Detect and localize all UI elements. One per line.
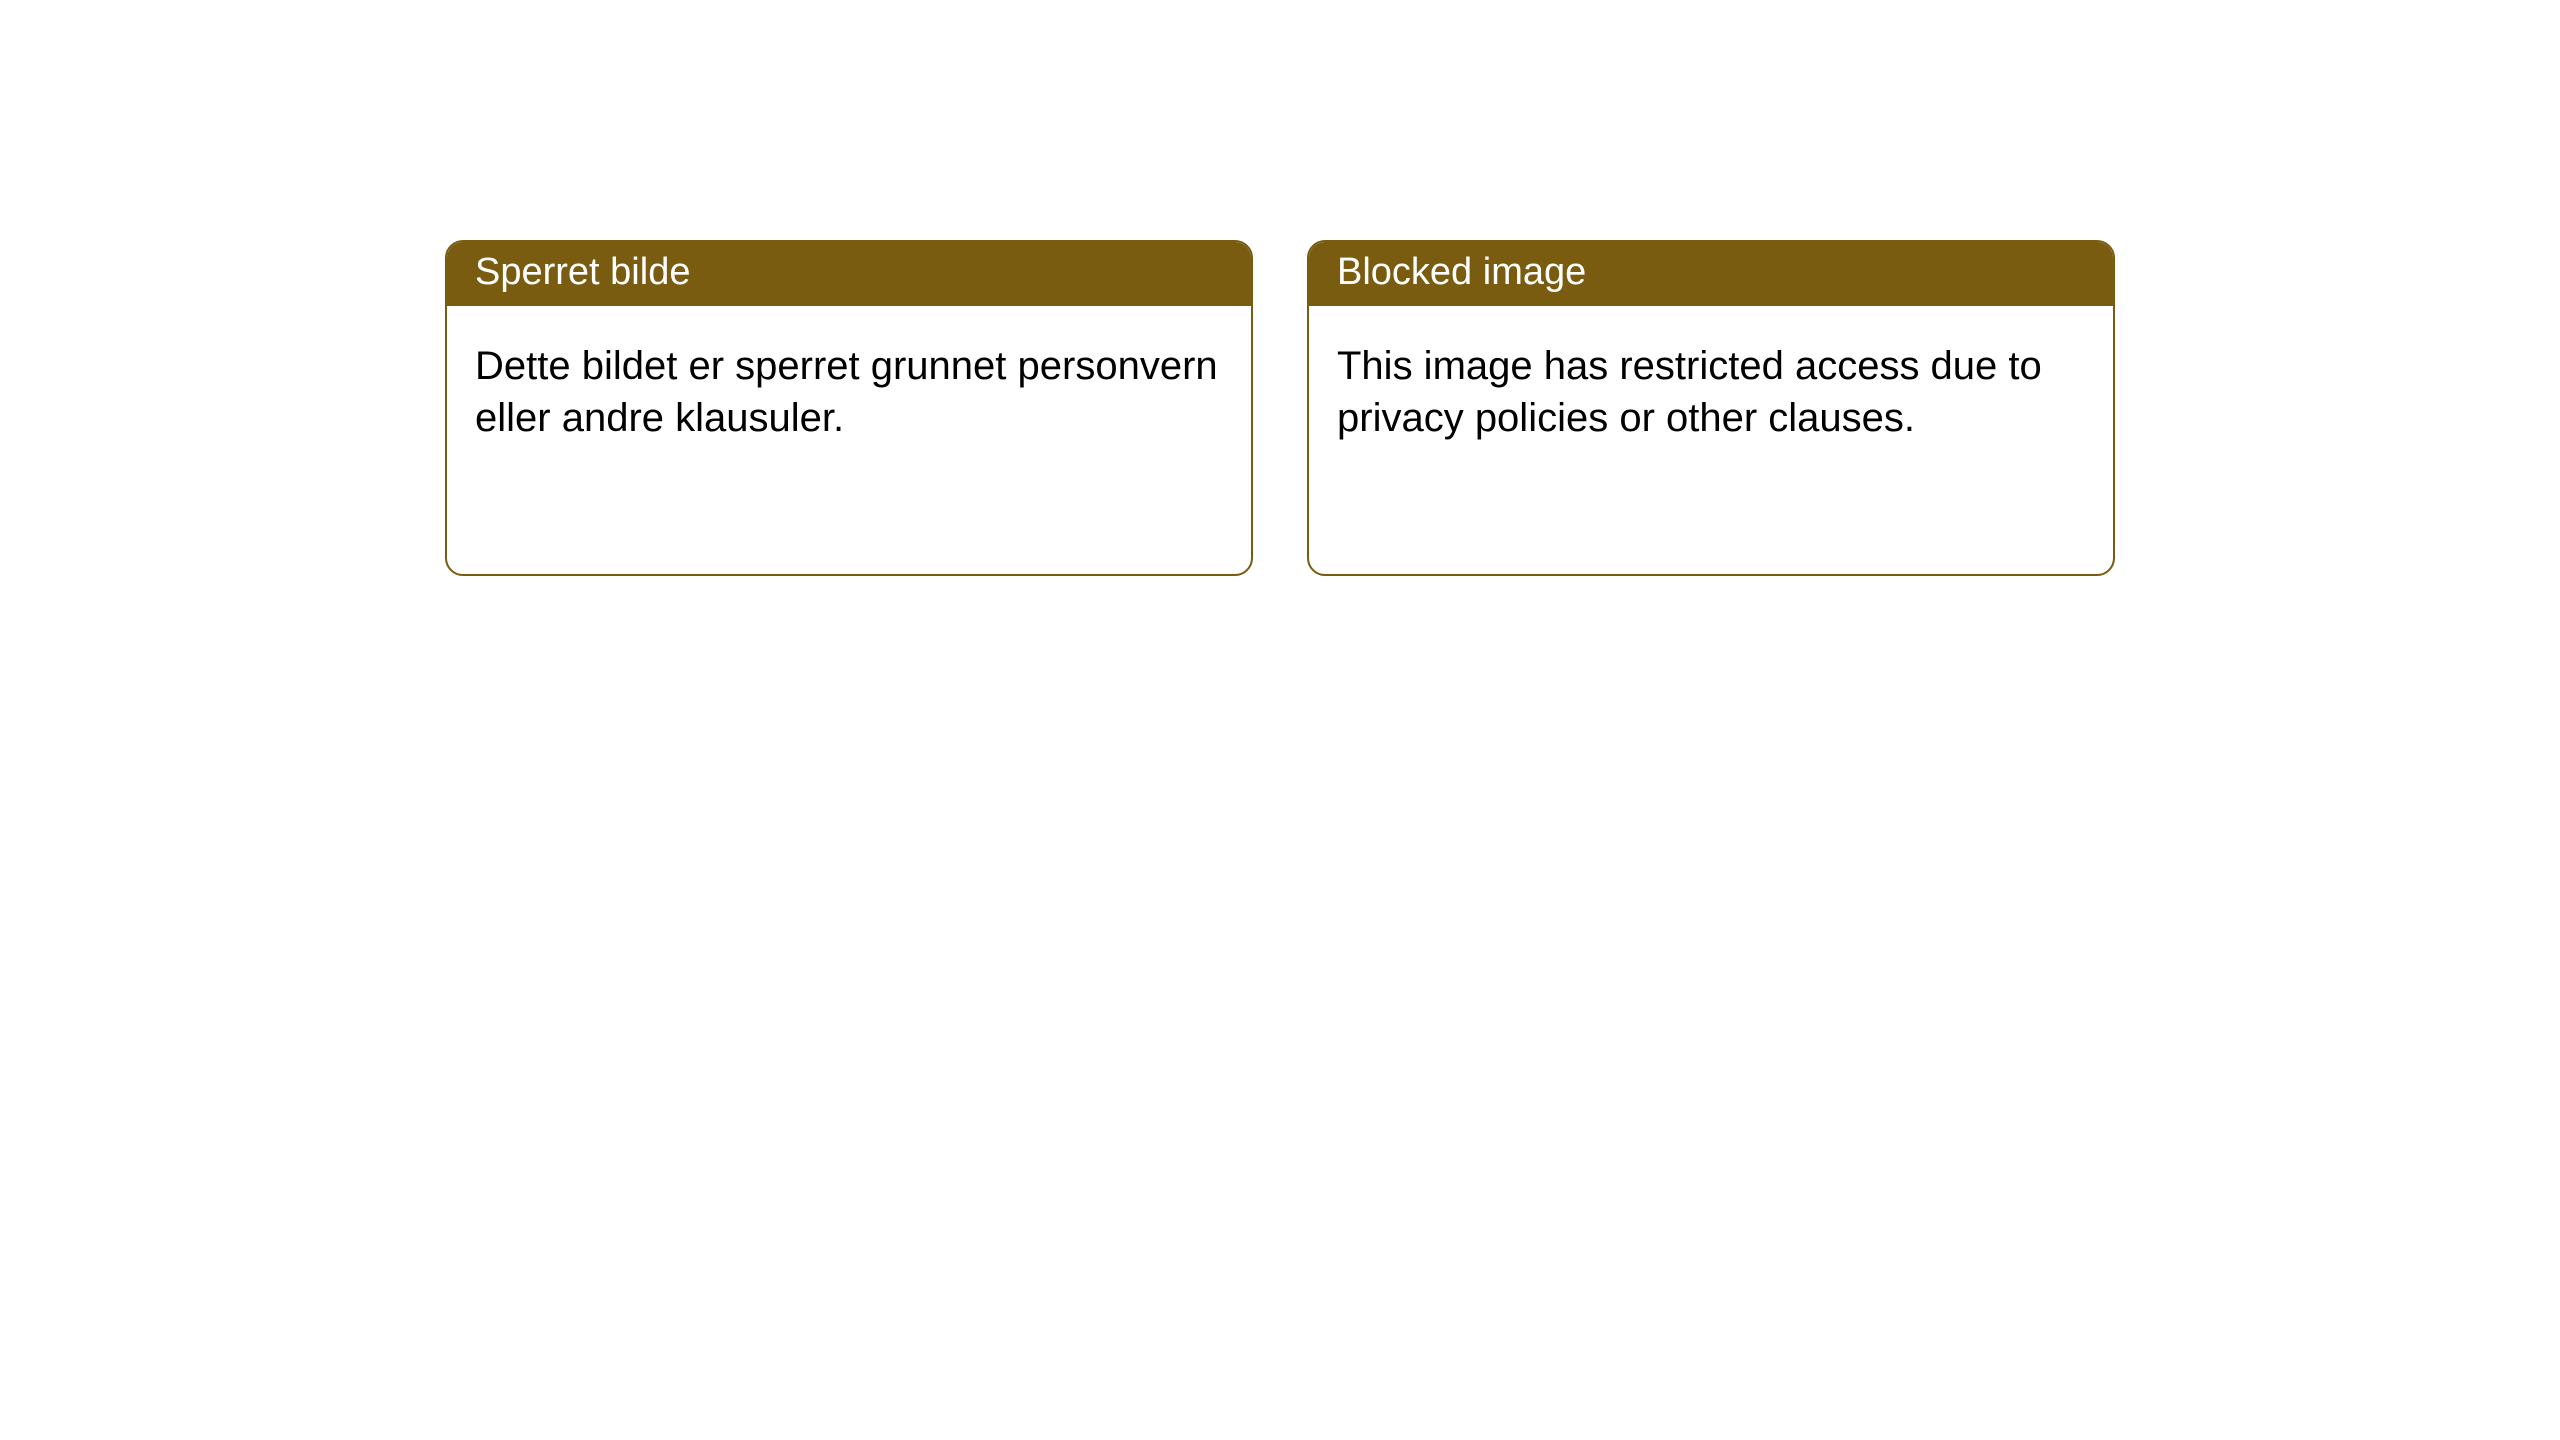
card-header-no: Sperret bilde xyxy=(447,242,1251,306)
blocked-image-card-no: Sperret bilde Dette bildet er sperret gr… xyxy=(445,240,1253,576)
card-header-en: Blocked image xyxy=(1309,242,2113,306)
card-title-no: Sperret bilde xyxy=(475,251,690,293)
blocked-image-card-en: Blocked image This image has restricted … xyxy=(1307,240,2115,576)
card-message-en: This image has restricted access due to … xyxy=(1337,344,2042,440)
card-message-no: Dette bildet er sperret grunnet personve… xyxy=(475,344,1218,440)
card-body-en: This image has restricted access due to … xyxy=(1309,306,2113,478)
card-body-no: Dette bildet er sperret grunnet personve… xyxy=(447,306,1251,478)
notice-container: Sperret bilde Dette bildet er sperret gr… xyxy=(0,240,2560,576)
card-title-en: Blocked image xyxy=(1337,251,1586,293)
